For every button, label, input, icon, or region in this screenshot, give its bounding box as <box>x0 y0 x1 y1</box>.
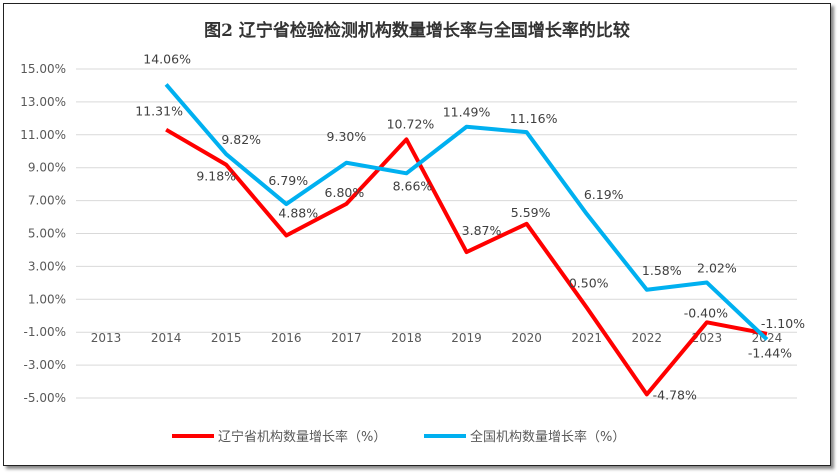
data-label: -0.40% <box>684 305 728 320</box>
data-label: 11.49% <box>443 105 491 120</box>
y-tick-label: 13.00% <box>20 95 66 109</box>
data-label: 2.02% <box>697 261 737 276</box>
data-label: 0.50% <box>569 276 609 291</box>
x-tick-label: 2018 <box>391 331 422 345</box>
x-tick-label: 2013 <box>91 331 122 345</box>
y-tick-label: 1.00% <box>28 292 66 306</box>
data-label: 8.66% <box>393 178 433 193</box>
x-tick-label: 2017 <box>331 331 362 345</box>
y-tick-label: 15.00% <box>20 62 66 76</box>
data-label: 9.18% <box>196 169 236 184</box>
data-label: 11.16% <box>510 111 558 126</box>
chart-frame: 图2 辽宁省检验检测机构数量增长率与全国增长率的比较 <box>3 3 831 466</box>
data-label: 6.80% <box>325 185 365 200</box>
x-tick-label: 2014 <box>151 331 182 345</box>
y-tick-label: 9.00% <box>28 161 66 175</box>
x-tick-label: 2016 <box>271 331 302 345</box>
data-label: 14.06% <box>143 51 191 66</box>
x-tick-label: 2020 <box>511 331 542 345</box>
legend-label: 全国机构数量增长率（%） <box>470 429 625 445</box>
data-label: 4.88% <box>278 205 318 220</box>
legend-label: 辽宁省机构数量增长率（%） <box>218 429 386 445</box>
x-tick-label: 2015 <box>211 331 242 345</box>
data-label: 1.58% <box>642 263 682 278</box>
y-tick-label: 3.00% <box>28 259 66 273</box>
x-tick-label: 2019 <box>451 331 482 345</box>
data-label: -1.44% <box>748 345 792 360</box>
data-label: -1.10% <box>761 316 805 331</box>
data-label: 5.59% <box>511 205 551 220</box>
y-tick-label: 7.00% <box>28 194 66 208</box>
data-label: 6.79% <box>268 173 308 188</box>
y-tick-label: -1.00% <box>24 325 66 339</box>
chart-title: 图2 辽宁省检验检测机构数量增长率与全国增长率的比较 <box>204 21 630 41</box>
x-tick-label: 2022 <box>632 331 663 345</box>
data-label: 6.19% <box>584 187 624 202</box>
data-label: 9.82% <box>221 132 261 147</box>
series-line-1 <box>164 83 769 341</box>
data-label: 9.30% <box>327 129 367 144</box>
data-label: 3.87% <box>462 223 502 238</box>
data-label: -4.78% <box>653 387 697 402</box>
data-label: 10.72% <box>387 116 435 131</box>
data-label: 11.31% <box>135 104 183 119</box>
y-tick-label: 5.00% <box>28 227 66 241</box>
y-tick-label: -3.00% <box>24 358 66 372</box>
y-tick-label: 11.00% <box>20 128 66 142</box>
y-tick-label: -5.00% <box>24 391 66 405</box>
x-tick-label: 2021 <box>571 331 602 345</box>
